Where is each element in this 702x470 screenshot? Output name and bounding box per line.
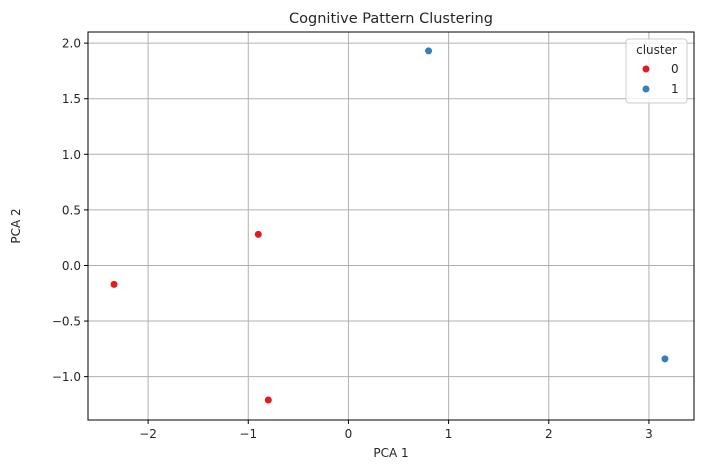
x-tick-label: −1: [239, 427, 257, 441]
y-tick-label: −0.5: [52, 315, 81, 329]
chart-title: Cognitive Pattern Clustering: [289, 11, 493, 27]
legend-box: [625, 38, 688, 104]
y-tick-label: −1.0: [52, 370, 81, 384]
y-tick-label: 1.5: [62, 92, 81, 106]
x-tick-label: −2: [139, 427, 157, 441]
data-point-cluster-0: [254, 230, 263, 239]
x-axis-label: PCA 1: [373, 446, 408, 460]
y-tick-label: 1.0: [62, 148, 81, 162]
data-point-cluster-0: [109, 280, 119, 289]
y-tick-label: 0.5: [62, 203, 81, 217]
legend-marker-0: [641, 64, 651, 74]
x-tick-label: 0: [345, 427, 353, 441]
legend: cluster 01: [625, 38, 688, 104]
y-axis-label: PCA 2: [9, 208, 23, 243]
x-tick-label: 1: [445, 427, 453, 441]
y-tick-label: 2.0: [62, 37, 81, 51]
legend-items: 01: [641, 62, 679, 96]
plot-frame: [87, 31, 695, 421]
data-point-cluster-1: [424, 46, 433, 55]
x-tick-label: 2: [545, 427, 553, 441]
axis-ticks: −2 −1 0 1 2 3 −1.0 −0.5 0.0 0.5 1.0 1.5 2.0: [52, 37, 653, 441]
y-tick-label: 0.0: [62, 259, 81, 273]
legend-label-0: 0: [671, 62, 679, 76]
data-points: [109, 46, 670, 405]
data-point-cluster-1: [660, 354, 670, 363]
legend-marker-1: [641, 84, 651, 94]
x-tick-label: 3: [645, 427, 653, 441]
legend-label-1: 1: [671, 82, 679, 96]
legend-title: cluster: [636, 43, 677, 57]
data-point-cluster-0: [264, 395, 273, 405]
